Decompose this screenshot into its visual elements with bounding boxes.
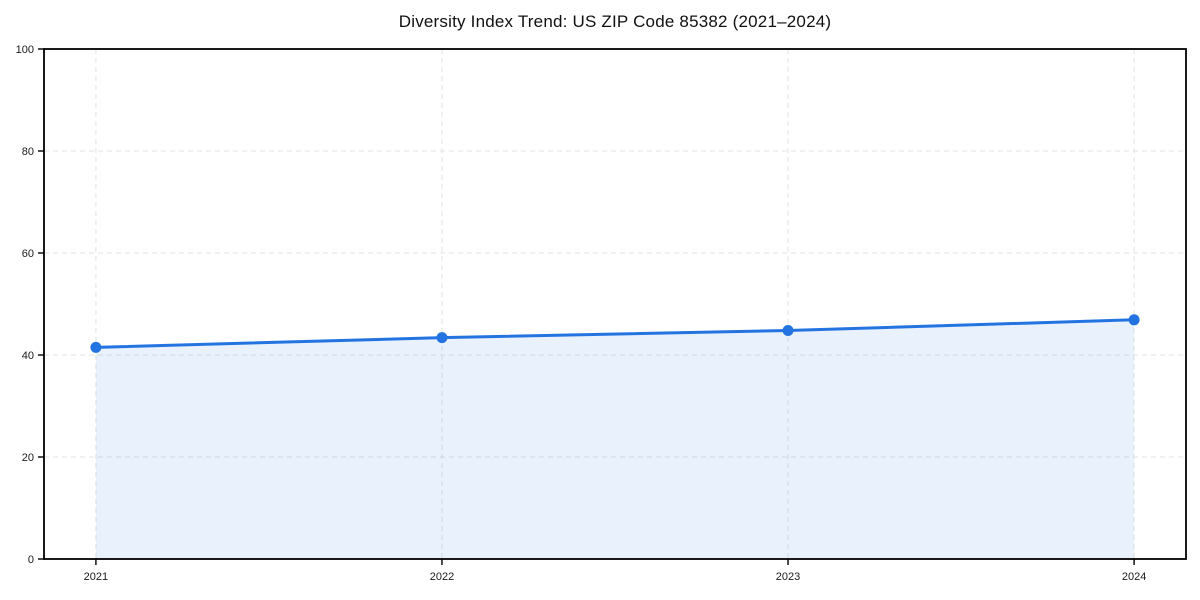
area-fill — [95, 319, 1135, 559]
chart-title: Diversity Index Trend: US ZIP Code 85382… — [398, 12, 832, 31]
y-tick-label: 0 — [28, 554, 34, 566]
y-tick-label: 20 — [22, 452, 34, 464]
y-tick-label: 80 — [22, 146, 34, 158]
x-tick-label: 2021 — [84, 571, 108, 583]
y-tick-label: 60 — [22, 248, 34, 260]
data-point-marker — [90, 341, 102, 353]
y-tick-label: 40 — [22, 350, 34, 362]
data-point-marker — [1128, 314, 1140, 326]
y-tick-label: 100 — [16, 44, 34, 56]
data-point-marker — [436, 332, 448, 344]
data-point-marker — [782, 325, 794, 337]
trend-line — [94, 318, 1136, 349]
x-tick-label: 2023 — [776, 571, 800, 583]
x-tick-label: 2022 — [430, 571, 454, 583]
x-tick-label: 2024 — [1122, 571, 1146, 583]
plot-frame — [43, 48, 1187, 560]
